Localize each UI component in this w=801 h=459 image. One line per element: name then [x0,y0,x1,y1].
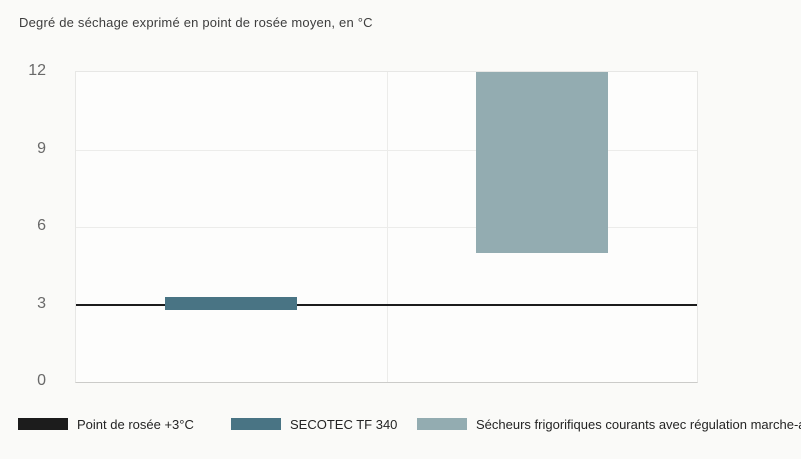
bar [475,72,608,253]
chart-title: Degré de séchage exprimé en point de ros… [19,15,373,30]
legend-item-dew-point: Point de rosée +3°C [18,416,194,432]
y-tick-label: 0 [37,372,46,389]
legend-swatch [417,418,467,430]
y-tick-label: 9 [37,139,46,157]
gridline-vertical [386,72,388,382]
legend-swatch [18,418,68,430]
y-tick-label: 12 [28,62,46,79]
y-tick-label: 3 [37,294,46,312]
legend-item-conventional-dryers: Sécheurs frigorifiques courants avec rég… [417,416,801,432]
legend-item-secotec: SECOTEC TF 340 [231,416,398,432]
legend-swatch [231,418,281,430]
bar [165,296,298,310]
legend-label: SECOTEC TF 340 [290,416,398,432]
legend-label: Point de rosée +3°C [77,416,194,432]
plot-area [75,71,698,383]
legend: Point de rosée +3°C SECOTEC TF 340 Séche… [0,417,801,433]
legend-label: Sécheurs frigorifiques courants avec rég… [476,416,801,432]
y-axis: 0 3 6 9 12 [0,62,46,389]
y-tick-label: 6 [37,217,46,234]
reference-line [76,303,697,306]
